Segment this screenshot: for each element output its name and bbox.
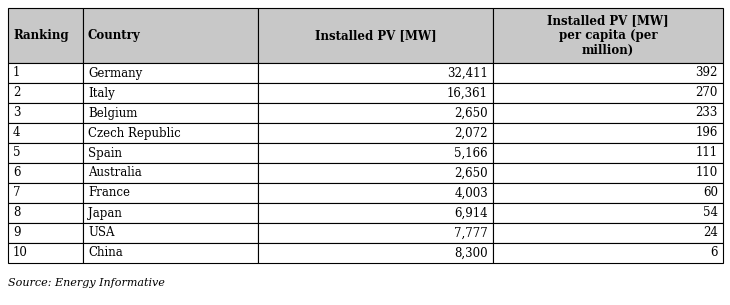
Text: Installed PV [MW]
per capita (per
million): Installed PV [MW] per capita (per millio…	[548, 14, 669, 57]
Text: 32,411: 32,411	[447, 66, 488, 80]
Text: 111: 111	[696, 146, 718, 160]
Text: USA: USA	[88, 227, 115, 239]
Text: 5,166: 5,166	[454, 146, 488, 160]
Bar	[258, 63, 493, 83]
Bar	[8, 123, 83, 143]
Bar	[83, 183, 258, 203]
Bar	[493, 83, 723, 103]
Text: 7: 7	[13, 186, 20, 199]
Bar	[493, 203, 723, 223]
Text: France: France	[88, 186, 130, 199]
Bar	[493, 183, 723, 203]
Text: Country: Country	[88, 29, 141, 42]
Text: 3: 3	[13, 106, 20, 120]
Text: Installed PV [MW]: Installed PV [MW]	[315, 29, 437, 42]
Bar	[83, 83, 258, 103]
Text: Czech Republic: Czech Republic	[88, 127, 181, 139]
Bar	[8, 63, 83, 83]
Text: China: China	[88, 246, 123, 260]
Bar	[83, 243, 258, 263]
Text: Ranking: Ranking	[13, 29, 69, 42]
Bar	[258, 203, 493, 223]
Text: 8: 8	[13, 206, 20, 220]
Text: 54: 54	[703, 206, 718, 220]
Text: 196: 196	[696, 127, 718, 139]
Text: 10: 10	[13, 246, 28, 260]
Bar	[258, 243, 493, 263]
Bar	[83, 103, 258, 123]
Text: 7,777: 7,777	[454, 227, 488, 239]
Bar	[83, 8, 258, 63]
Bar	[8, 223, 83, 243]
Text: 60: 60	[703, 186, 718, 199]
Text: 2: 2	[13, 87, 20, 99]
Bar	[8, 103, 83, 123]
Text: 16,361: 16,361	[447, 87, 488, 99]
Bar	[83, 203, 258, 223]
Bar	[8, 183, 83, 203]
Bar	[83, 63, 258, 83]
Bar	[8, 83, 83, 103]
Text: 233: 233	[696, 106, 718, 120]
Bar	[83, 223, 258, 243]
Text: 8,300: 8,300	[454, 246, 488, 260]
Bar	[493, 103, 723, 123]
Bar	[493, 243, 723, 263]
Text: 270: 270	[696, 87, 718, 99]
Bar	[493, 223, 723, 243]
Bar	[493, 8, 723, 63]
Text: 24: 24	[703, 227, 718, 239]
Text: 4: 4	[13, 127, 20, 139]
Text: Japan: Japan	[88, 206, 122, 220]
Bar	[493, 123, 723, 143]
Text: 1: 1	[13, 66, 20, 80]
Bar	[493, 63, 723, 83]
Bar	[8, 163, 83, 183]
Text: 2,650: 2,650	[454, 167, 488, 180]
Bar	[83, 123, 258, 143]
Text: 110: 110	[696, 167, 718, 180]
Text: Belgium: Belgium	[88, 106, 137, 120]
Text: 392: 392	[696, 66, 718, 80]
Bar	[258, 83, 493, 103]
Text: 4,003: 4,003	[454, 186, 488, 199]
Text: Source: Energy Informative: Source: Energy Informative	[8, 278, 165, 288]
Text: Italy: Italy	[88, 87, 115, 99]
Bar	[258, 163, 493, 183]
Text: 2,072: 2,072	[455, 127, 488, 139]
Bar	[258, 103, 493, 123]
Bar	[258, 123, 493, 143]
Text: Australia: Australia	[88, 167, 142, 180]
Bar	[258, 143, 493, 163]
Text: Spain: Spain	[88, 146, 122, 160]
Bar	[258, 223, 493, 243]
Bar	[8, 8, 83, 63]
Bar	[8, 243, 83, 263]
Bar	[258, 8, 493, 63]
Text: Germany: Germany	[88, 66, 142, 80]
Text: 6: 6	[13, 167, 20, 180]
Bar	[258, 183, 493, 203]
Text: 2,650: 2,650	[454, 106, 488, 120]
Bar	[8, 143, 83, 163]
Bar	[493, 163, 723, 183]
Bar	[83, 163, 258, 183]
Bar	[8, 203, 83, 223]
Text: 9: 9	[13, 227, 20, 239]
Bar	[83, 143, 258, 163]
Text: 6: 6	[710, 246, 718, 260]
Bar	[493, 143, 723, 163]
Text: 5: 5	[13, 146, 20, 160]
Text: 6,914: 6,914	[454, 206, 488, 220]
